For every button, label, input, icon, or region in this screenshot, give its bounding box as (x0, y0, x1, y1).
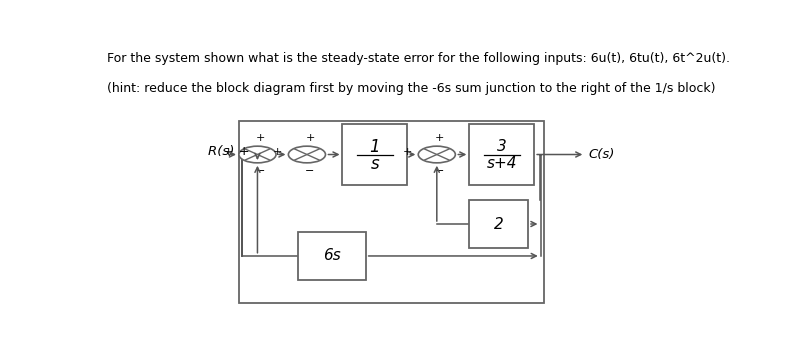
Bar (298, 232, 365, 279)
Text: (hint: reduce the block diagram first by moving the -6s sum junction to the righ: (hint: reduce the block diagram first by… (107, 82, 716, 95)
Text: +: + (306, 133, 314, 143)
Circle shape (239, 146, 276, 163)
Text: R(s) +: R(s) + (208, 145, 250, 158)
Bar (239, 121, 543, 303)
Text: 2: 2 (494, 217, 504, 231)
Text: For the system shown what is the steady-state error for the following inputs: 6u: For the system shown what is the steady-… (107, 52, 730, 65)
Text: s: s (370, 155, 379, 173)
Text: +: + (256, 133, 265, 143)
Text: 6s: 6s (323, 248, 341, 264)
Text: +: + (273, 147, 282, 157)
Text: −: − (306, 166, 314, 176)
Text: +: + (223, 147, 233, 157)
Text: −: − (435, 166, 444, 176)
Text: 1: 1 (369, 138, 381, 156)
Bar (469, 200, 528, 248)
Text: C(s): C(s) (588, 148, 614, 161)
Bar (469, 124, 534, 185)
Text: −: − (256, 166, 265, 176)
Circle shape (288, 146, 326, 163)
Bar (342, 124, 408, 185)
Text: s+4: s+4 (487, 156, 517, 171)
Circle shape (418, 146, 456, 163)
Text: +: + (435, 133, 444, 143)
Text: +: + (403, 147, 412, 157)
Text: 3: 3 (497, 139, 507, 154)
